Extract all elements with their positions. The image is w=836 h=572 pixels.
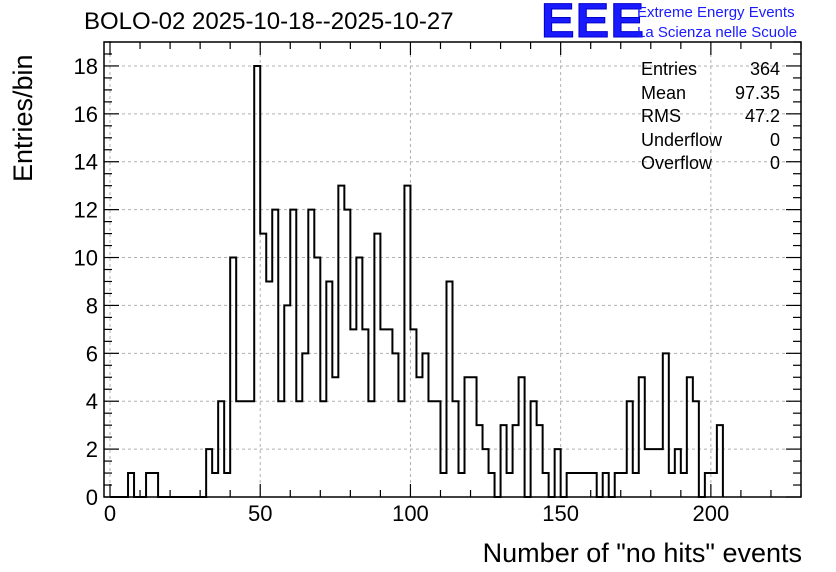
histogram-bin xyxy=(507,473,513,497)
y-tick-label: 18 xyxy=(74,54,98,79)
y-tick-label: 8 xyxy=(86,293,98,318)
histogram-bin xyxy=(651,449,657,497)
histogram-bin xyxy=(386,329,392,497)
y-tick-label: 2 xyxy=(86,437,98,462)
stats-box: Entries 364 Mean 97.35 RMS 47.2 Underflow 0 … xyxy=(641,58,780,176)
histogram-bin xyxy=(266,281,272,497)
histogram-bin xyxy=(681,473,687,497)
x-tick-label: 100 xyxy=(392,501,429,526)
stats-value: 0 xyxy=(769,129,780,150)
logo-caption: Extreme Energy Events La Scienza nelle S… xyxy=(637,3,797,43)
eee-logo: EEE xyxy=(540,0,645,48)
histogram-bin xyxy=(657,449,663,497)
stats-value: 47.2 xyxy=(744,106,780,126)
axis-tick-labels: 0 50 100 150 200 0 2 4 6 8 10 12 14 16 18 xyxy=(74,54,730,526)
y-tick-label: 16 xyxy=(74,102,98,127)
x-tick-label: 200 xyxy=(693,501,730,526)
histogram-bin xyxy=(573,473,579,497)
histogram-bin xyxy=(645,449,651,497)
stats-row-entries: Entries 364 xyxy=(641,58,780,82)
histogram-bin xyxy=(440,473,446,497)
histogram-bin xyxy=(380,329,386,497)
histogram-bin xyxy=(585,473,591,497)
x-tick-label: 0 xyxy=(104,501,116,526)
x-tick-label: 150 xyxy=(542,501,579,526)
histogram-bin xyxy=(621,473,627,497)
stats-row-mean: Mean 97.35 xyxy=(641,82,780,106)
y-tick-label: 4 xyxy=(86,389,98,414)
stats-row-rms: RMS 47.2 xyxy=(641,105,780,129)
y-tick-label: 0 xyxy=(86,485,98,510)
stats-value: 97.35 xyxy=(734,82,780,103)
stats-label: Underflow xyxy=(641,129,723,150)
stats-label: Entries xyxy=(641,59,698,79)
histogram-bin xyxy=(633,473,639,497)
histogram-bin xyxy=(212,473,218,497)
histogram-bin xyxy=(459,473,465,497)
y-axis-label: Entries/bin xyxy=(8,54,38,182)
chart-title: BOLO-02 2025-10-18--2025-10-27 xyxy=(84,8,454,35)
logo-caption-line1: Extreme Energy Events xyxy=(637,4,795,21)
y-tick-label: 12 xyxy=(74,198,98,223)
stats-value: 364 xyxy=(749,59,780,79)
y-tick-label: 6 xyxy=(86,341,98,366)
axis-ticks xyxy=(104,41,802,498)
histogram-bin xyxy=(224,473,230,497)
histogram-bin xyxy=(669,473,675,497)
stats-row-overflow: Overflow 0 xyxy=(641,152,780,176)
histogram-bin xyxy=(579,473,585,497)
x-axis-label: Number of "no hits" events xyxy=(482,538,802,568)
stats-label: Mean xyxy=(641,82,687,103)
y-tick-label: 14 xyxy=(74,150,98,175)
stats-row-underflow: Underflow 0 xyxy=(641,129,780,153)
stats-label: Overflow xyxy=(641,153,713,173)
logo-caption-line2: La Scienza nelle Scuole xyxy=(637,24,798,41)
histogram-bin xyxy=(416,377,422,497)
histogram-bars xyxy=(110,64,724,498)
y-tick-label: 10 xyxy=(74,246,98,271)
histogram-bin xyxy=(711,473,717,497)
stats-value: 0 xyxy=(769,153,780,173)
stats-label: RMS xyxy=(641,106,681,126)
histogram-bin xyxy=(332,377,338,497)
histogram-outline xyxy=(110,64,724,498)
x-tick-label: 50 xyxy=(248,501,272,526)
histogram-bin xyxy=(350,329,356,497)
